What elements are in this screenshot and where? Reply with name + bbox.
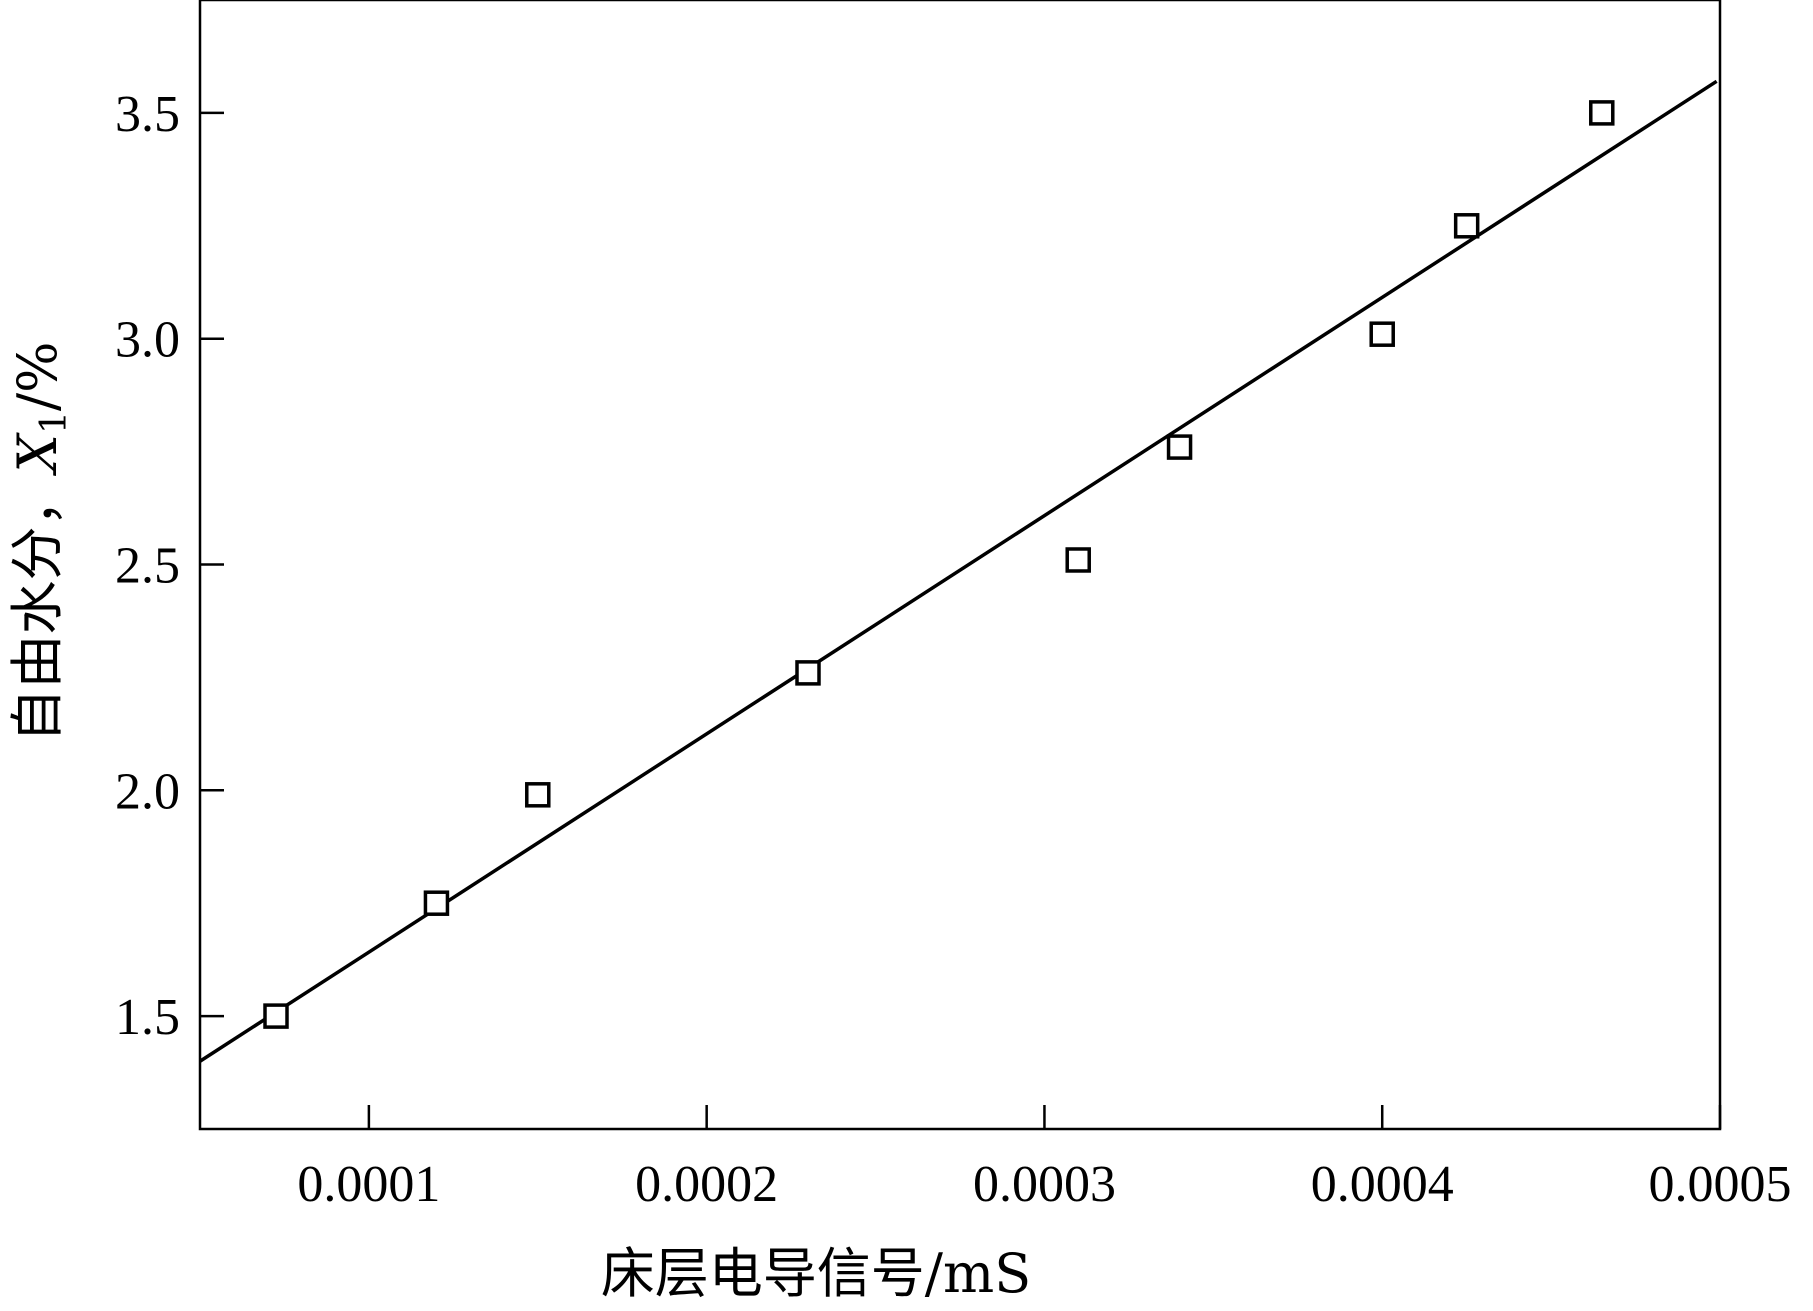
fit-line-group <box>199 79 1718 1063</box>
plot-frame <box>198 0 1722 1131</box>
y-tick-label-2: 2.5 <box>115 538 180 595</box>
data-point-3 <box>795 660 821 686</box>
x-tick-label-0: 0.0001 <box>297 1156 440 1213</box>
x-axis-ticks: 0.0001 0.0002 0.0003 0.0004 0.0005 <box>297 1105 1792 1213</box>
data-point-8 <box>1589 100 1615 126</box>
x-tick-label-1: 0.0002 <box>635 1156 778 1213</box>
y-axis-title-prefix: 自由水分， <box>6 472 69 742</box>
y-axis-title: 自由水分，X1/% <box>6 342 75 743</box>
x-axis-title: 床层电导信号/mS <box>601 1242 1031 1305</box>
data-point-5 <box>1166 434 1193 460</box>
x-tick-label-3: 0.0004 <box>1311 1156 1454 1213</box>
x-tick-label-2: 0.0003 <box>973 1156 1116 1213</box>
data-point-2 <box>525 782 551 808</box>
data-point-6 <box>1369 321 1395 347</box>
data-point-7 <box>1453 213 1480 239</box>
data-points <box>263 100 1615 1029</box>
data-point-4 <box>1065 547 1091 573</box>
y-axis-ticks: 1.5 2.0 2.5 3.0 3.5 <box>115 86 224 1046</box>
y-axis-title-sub: 1 <box>34 411 75 434</box>
data-point-0 <box>263 1003 289 1029</box>
y-tick-label-3: 3.0 <box>115 312 180 369</box>
fit-line <box>199 79 1718 1063</box>
y-axis-title-var: X <box>6 431 69 476</box>
x-tick-label-4: 0.0005 <box>1649 1156 1792 1213</box>
y-axis-title-suffix: /% <box>6 342 69 412</box>
y-tick-label-4: 3.5 <box>115 86 180 143</box>
y-tick-label-1: 2.0 <box>115 763 180 820</box>
y-tick-label-0: 1.5 <box>115 989 180 1046</box>
data-point-1 <box>423 890 450 916</box>
